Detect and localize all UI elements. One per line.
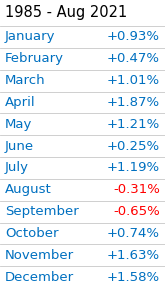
Text: October: October [5,227,58,240]
Text: April: April [5,96,36,109]
Text: September: September [5,205,79,218]
Text: June: June [5,140,34,153]
Text: +0.93%: +0.93% [107,31,160,43]
Text: -0.31%: -0.31% [113,183,160,196]
Text: December: December [5,271,74,284]
Text: +0.74%: +0.74% [107,227,160,240]
Text: November: November [5,249,74,262]
Text: January: January [5,31,55,43]
Text: +0.25%: +0.25% [107,140,160,153]
Text: +1.19%: +1.19% [107,161,160,175]
Text: +1.87%: +1.87% [107,96,160,109]
Text: +1.58%: +1.58% [107,271,160,284]
Text: February: February [5,52,64,65]
Text: 1985 - Aug 2021: 1985 - Aug 2021 [5,5,127,20]
Text: August: August [5,183,52,196]
Text: +1.01%: +1.01% [107,74,160,87]
Text: +1.63%: +1.63% [107,249,160,262]
Text: March: March [5,74,46,87]
Text: -0.65%: -0.65% [113,205,160,218]
Text: July: July [5,161,29,175]
Text: May: May [5,118,32,131]
Text: +0.47%: +0.47% [107,52,160,65]
Text: +1.21%: +1.21% [107,118,160,131]
